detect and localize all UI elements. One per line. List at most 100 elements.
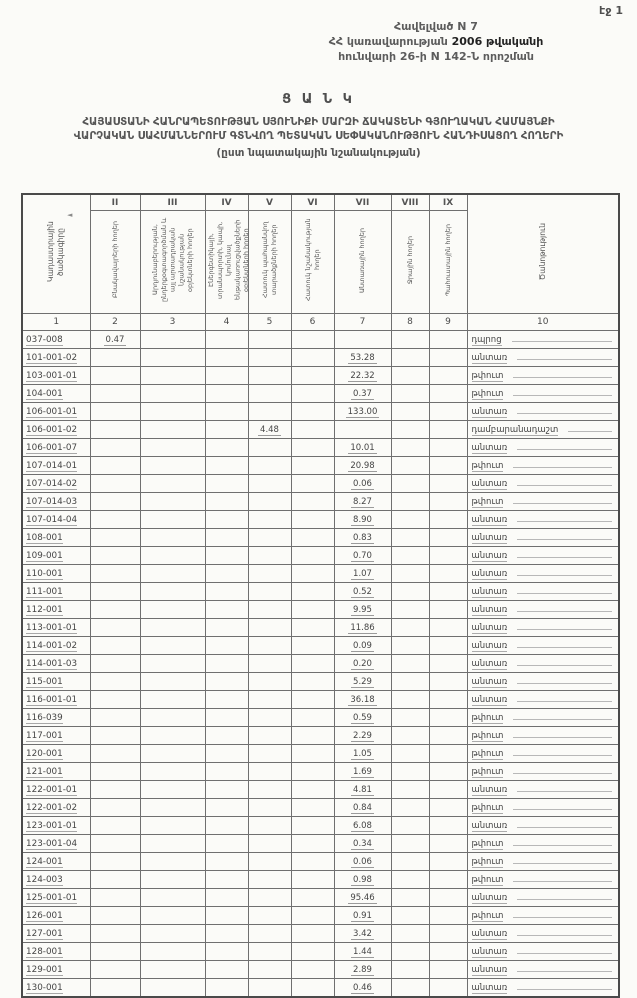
area-value-cell <box>247 960 292 979</box>
cadastral-code-cell: 106-001-01 <box>21 402 91 421</box>
area-value-cell <box>247 654 292 673</box>
cadastral-code-cell: 107-014-01 <box>21 456 91 475</box>
area-value-cell <box>290 330 335 349</box>
area-value-cell <box>89 798 141 817</box>
area-value-cell <box>89 780 141 799</box>
cadastral-code-cell: 113-001-01 <box>21 618 91 637</box>
area-value-cell: 0.46 <box>333 978 392 998</box>
area-value-cell <box>390 654 430 673</box>
area-value-cell <box>89 618 141 637</box>
area-value-cell <box>204 708 249 727</box>
area-value-cell <box>89 834 141 853</box>
table-row: 107-014-01 20.98 թփուտ <box>21 456 620 475</box>
area-value-cell <box>247 636 292 655</box>
cadastral-code-cell: 124-001 <box>21 852 91 871</box>
area-value-cell <box>247 564 292 583</box>
area-value-cell <box>290 744 335 763</box>
cadastral-code-cell: 111-001 <box>21 582 91 601</box>
area-value-cell <box>89 654 141 673</box>
area-value-cell <box>89 582 141 601</box>
table-row: 111-001 0.52 անտառ <box>21 582 620 601</box>
note-cell: թփուտ <box>466 834 620 853</box>
area-value-cell <box>390 546 430 565</box>
area-value-cell <box>390 870 430 889</box>
area-value-cell <box>290 474 335 493</box>
table-row: 124-003 0.98 թփուտ <box>21 870 620 889</box>
area-value-cell <box>390 726 430 745</box>
note-cell: թփուտ <box>466 456 620 475</box>
table-row: 120-001 1.05 թփուտ <box>21 744 620 763</box>
cadastral-code-cell: 037-008 <box>21 330 91 349</box>
area-value-cell <box>390 366 430 385</box>
table-row: 127-001 3.42 անտառ <box>21 924 620 943</box>
decision-date-line: հունվարի 26-ի N 142-Ն որոշման <box>338 49 534 63</box>
area-value-cell <box>204 582 249 601</box>
area-value-cell <box>428 600 468 619</box>
area-value-cell <box>390 960 430 979</box>
cadastral-code-cell: 126-001 <box>21 906 91 925</box>
area-value-cell <box>428 618 468 637</box>
area-value-cell <box>247 708 292 727</box>
area-value-cell <box>428 510 468 529</box>
roman-numeral-cell: IV <box>204 193 249 211</box>
note-cell: անտառ <box>466 402 620 421</box>
note-cell: անտառ <box>466 654 620 673</box>
area-value-cell <box>247 816 292 835</box>
area-value-cell <box>290 636 335 655</box>
area-value-cell: 0.59 <box>333 708 392 727</box>
area-value-cell <box>139 960 206 979</box>
area-value-cell: 36.18 <box>333 690 392 709</box>
area-value-cell <box>204 564 249 583</box>
area-value-cell <box>247 384 292 403</box>
area-value-cell <box>139 942 206 961</box>
area-value-cell <box>390 708 430 727</box>
roman-numeral-cell: VII <box>333 193 392 211</box>
area-value-cell <box>89 384 141 403</box>
table-row: 129-001 2.89 անտառ <box>21 960 620 979</box>
area-value-cell <box>290 402 335 421</box>
area-value-cell <box>290 384 335 403</box>
area-value-cell <box>290 942 335 961</box>
area-value-cell <box>247 888 292 907</box>
area-value-cell <box>89 762 141 781</box>
area-value-cell <box>139 600 206 619</box>
area-value-cell: 1.05 <box>333 744 392 763</box>
cadastral-code-cell: 121-001 <box>21 762 91 781</box>
area-value-cell <box>204 834 249 853</box>
area-value-cell <box>204 456 249 475</box>
area-value-cell <box>428 456 468 475</box>
table-row: 124-001 0.06 թփուտ <box>21 852 620 871</box>
area-value-cell <box>89 366 141 385</box>
cadastral-code-cell: 123-001-01 <box>21 816 91 835</box>
cadastral-code-cell: 110-001 <box>21 564 91 583</box>
area-value-cell <box>428 582 468 601</box>
area-value-cell <box>139 906 206 925</box>
area-value-cell: 0.20 <box>333 654 392 673</box>
area-value-cell <box>428 942 468 961</box>
area-value-cell <box>139 672 206 691</box>
note-cell: անտառ <box>466 672 620 691</box>
area-value-cell <box>89 564 141 583</box>
area-value-cell <box>204 546 249 565</box>
title-line-1: ՀԱՅԱՍՏԱՆԻ ՀԱՆՐԱՊԵՏՈՒԹՅԱՆ ՍՅՈՒՆԻՔԻ ՄԱՐԶԻ … <box>82 117 555 128</box>
reserve-lands-header: Պահուստային հողեր <box>428 210 468 314</box>
area-value-cell <box>428 924 468 943</box>
area-value-cell <box>247 762 292 781</box>
area-value-cell <box>204 474 249 493</box>
area-value-cell <box>428 366 468 385</box>
area-value-cell <box>428 906 468 925</box>
area-value-cell <box>390 816 430 835</box>
area-value-cell <box>89 960 141 979</box>
column-number-cell: 8 <box>390 313 430 331</box>
area-value-cell <box>390 744 430 763</box>
area-value-cell <box>390 474 430 493</box>
cadastral-code-cell: 109-001 <box>21 546 91 565</box>
area-value-cell <box>428 816 468 835</box>
area-value-cell: 0.37 <box>333 384 392 403</box>
area-value-cell <box>390 636 430 655</box>
area-value-cell <box>139 618 206 637</box>
area-value-cell <box>139 834 206 853</box>
area-value-cell <box>139 528 206 547</box>
page-number-label: էջ 1 <box>599 4 623 17</box>
column-number-row: 1 2 3 4 5 6 7 8 9 10 <box>21 313 620 331</box>
